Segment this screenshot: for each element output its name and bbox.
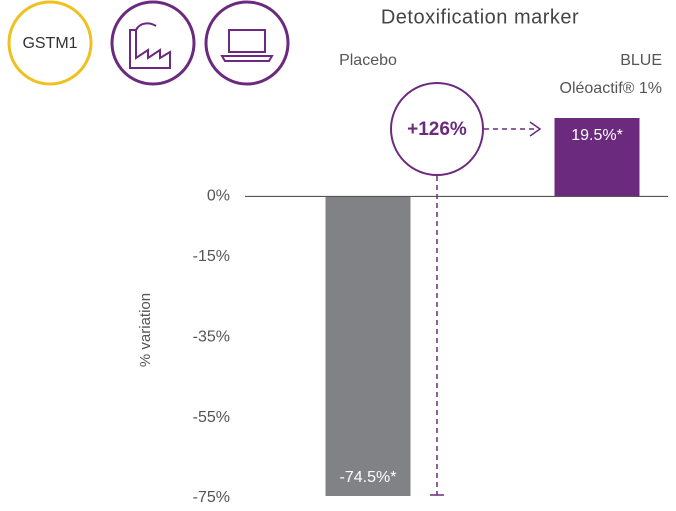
x-tick-label: Placebo — [339, 52, 397, 69]
value-label: 19.5%* — [571, 127, 623, 144]
y-axis-label: % variation — [137, 293, 154, 367]
arrow-head — [529, 121, 542, 137]
bar — [325, 196, 411, 496]
badge: GSTM1 — [22, 35, 77, 52]
value-label: -74.5%* — [340, 469, 397, 486]
badge-circle — [7, 0, 93, 86]
y-tick-label: -35% — [193, 328, 230, 345]
chart-title: Detoxification marker — [381, 6, 579, 28]
laptop-icon — [220, 29, 274, 62]
factory-icon-circle — [110, 0, 196, 86]
annotation: +126% — [407, 119, 467, 140]
x-tick-label: BLUE Oléoactif® 1% — [559, 52, 663, 97]
y-tick-label: -55% — [193, 409, 230, 426]
factory-icon — [129, 22, 171, 69]
laptop-icon-circle — [204, 0, 290, 86]
bar — [554, 118, 640, 197]
y-tick-label: -15% — [193, 248, 230, 265]
annotation-circle — [390, 82, 484, 176]
y-tick-label: 0% — [207, 188, 230, 205]
y-tick-label: -75% — [193, 489, 230, 506]
